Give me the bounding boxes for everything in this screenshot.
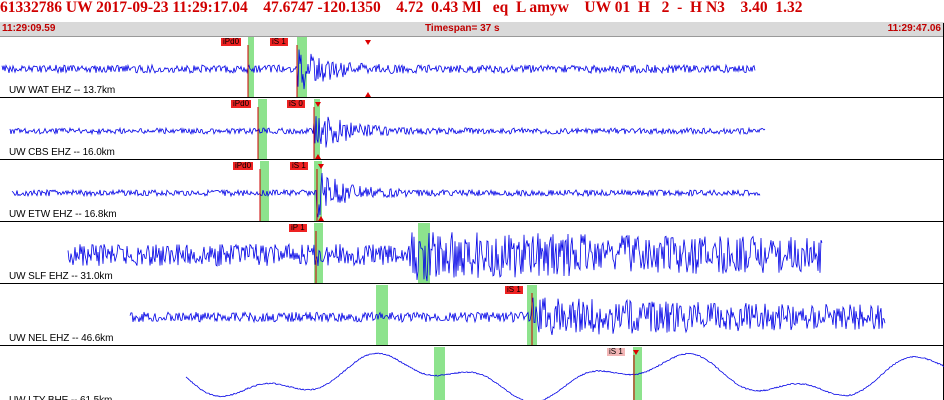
event-magnitude: 0.43 [431, 0, 459, 16]
time-window-1 [434, 347, 445, 400]
event-header: 61332786 UW 2017-09-23 11:29:17.04 47.67… [0, 0, 944, 23]
trace-6[interactable]: iS 1 UW LTY BHE -- 61.5km [0, 347, 944, 400]
time-end: 11:29:47.06 [887, 23, 941, 34]
seismic-waveform [67, 232, 823, 282]
event-depth: 4.72 [396, 0, 424, 16]
event-mag-type: Ml [462, 0, 482, 16]
seismic-waveform [1, 49, 756, 90]
station-label: UW WAT EHZ -- 13.7km [9, 85, 116, 96]
station-label: UW ETW EHZ -- 16.8km [9, 209, 117, 220]
waveform-plot [1, 37, 756, 97]
event-summary-line: 61332786 UW 2017-09-23 11:29:17.04 47.67… [0, 0, 944, 16]
time-window-2 [314, 161, 322, 221]
seismic-waveform [11, 172, 761, 218]
time-window-2 [314, 99, 320, 159]
event-date: 2017-09-23 [96, 0, 169, 16]
pick-label[interactable]: iP 1 [289, 223, 307, 232]
trace-panel: iPd0 iS 1 UW WAT EHZ -- 13.7km iPd0 iS 0 UW C… [0, 37, 944, 400]
station-label: UW SLF EHZ -- 31.0km [9, 271, 113, 282]
event-longitude: -120.1350 [317, 0, 381, 16]
event-solution-summary: UW 01 H 2 - H N3 [584, 0, 725, 16]
trace-5[interactable]: iS 1 UW NEL EHZ -- 46.6km [0, 285, 944, 346]
time-window-2 [633, 347, 642, 400]
trace-4[interactable]: iP 1 UW SLF EHZ -- 31.0km [0, 223, 944, 284]
event-analyst: amyw [529, 0, 569, 16]
trace-1[interactable]: iPd0 iS 1 UW WAT EHZ -- 13.7km [0, 37, 944, 98]
time-window-1 [248, 37, 254, 97]
arrival-marker-bottom [318, 216, 324, 221]
station-label: UW LTY BHE -- 61.5km [9, 395, 112, 400]
trace-3[interactable]: iPd0 iS 1 UW ETW EHZ -- 16.8km [0, 161, 944, 222]
arrival-marker [633, 350, 639, 355]
seismic-waveform [9, 116, 766, 148]
pick-label[interactable]: iS 0 [287, 99, 305, 108]
event-id: 61332786 [0, 0, 62, 16]
arrival-marker-bottom [365, 92, 371, 97]
waveform-plot [11, 161, 761, 221]
pick-label[interactable]: iS 1 [505, 285, 523, 294]
event-value-2: 1.32 [775, 0, 803, 16]
time-start: 11:29:09.59 [2, 23, 56, 34]
seismic-waveform [129, 297, 886, 335]
event-type: eq [492, 0, 509, 16]
waveform-plot [129, 285, 886, 345]
time-axis-bar: 11:29:09.59 Timespan= 37 s 11:29:47.06 [0, 22, 944, 37]
pick-label[interactable]: iPd0 [231, 99, 252, 108]
waveform-plot [67, 223, 823, 283]
station-label: UW CBS EHZ -- 16.0km [9, 147, 115, 158]
pick-label[interactable]: iPd0 [233, 161, 254, 170]
pick-label[interactable]: iPd0 [221, 37, 242, 46]
seismic-waveform [185, 352, 944, 400]
waveform-plot [9, 99, 766, 159]
event-flag: L [515, 0, 526, 16]
trace-2[interactable]: iPd0 iS 0 UW CBS EHZ -- 16.0km [0, 99, 944, 160]
pick-label[interactable]: iS 1 [270, 37, 288, 46]
event-latitude: 47.6747 [263, 0, 314, 16]
time-window-2 [297, 37, 307, 97]
time-window-1 [260, 161, 269, 221]
timespan-label: Timespan= 37 s [425, 23, 500, 34]
arrival-marker [315, 102, 321, 107]
event-network: UW [65, 0, 93, 16]
time-window-2 [418, 223, 430, 283]
event-time: 11:29:17.04 [172, 0, 248, 16]
arrival-marker [365, 40, 371, 45]
event-value-1: 3.40 [740, 0, 768, 16]
arrival-marker-bottom [315, 154, 321, 159]
arrival-marker [318, 164, 324, 169]
waveform-plot [185, 347, 944, 400]
pick-label[interactable]: iS 1 [290, 161, 308, 170]
station-label: UW NEL EHZ -- 46.6km [9, 333, 114, 344]
pick-label[interactable]: iS 1 [607, 347, 625, 356]
